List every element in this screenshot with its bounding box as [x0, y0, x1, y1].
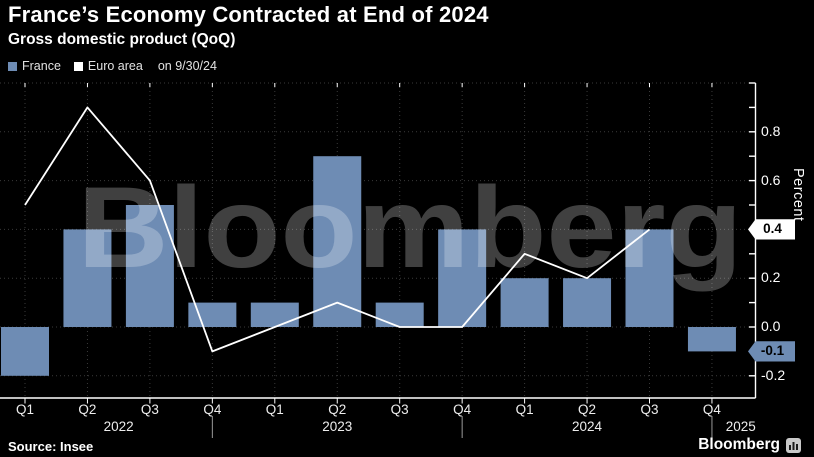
bar-q1-2024 — [500, 278, 549, 327]
y-tick-label: 0.2 — [761, 269, 781, 286]
x-tick-label: Q2 — [78, 402, 97, 417]
france-value-badge: -0.1 — [748, 341, 795, 362]
france-swatch-icon — [8, 61, 17, 71]
x-tick-label: Q3 — [640, 402, 659, 417]
bar-q2-2023 — [313, 156, 362, 327]
bloomberg-wordmark: Bloomberg — [698, 436, 780, 453]
legend-label-euro-area: Euro area — [87, 59, 143, 73]
source-note: Source: Insee — [8, 439, 94, 454]
bar-q2-2022 — [63, 229, 112, 327]
euro-area-line — [24, 106, 651, 353]
bar-q1-2023 — [250, 302, 299, 327]
x-tick-label: Q2 — [578, 402, 597, 417]
x-tick-label: Q1 — [515, 402, 534, 417]
legend-as-of-date: on 9/30/24 — [157, 59, 217, 73]
x-tick-label: Q1 — [15, 402, 34, 417]
chart-subtitle: Gross domestic product (QoQ) — [8, 31, 236, 48]
bar-q3-2024 — [625, 229, 674, 327]
bar-q4-2024 — [687, 327, 736, 352]
bar-q4-2023 — [438, 229, 487, 327]
year-label: 2025 — [725, 419, 756, 434]
bloomberg-logo-icon — [786, 437, 801, 453]
year-label: 2024 — [572, 419, 603, 434]
y-tick-label: 0.8 — [761, 122, 781, 139]
x-tick-label: Q4 — [702, 402, 721, 417]
y-tick-label: -0.2 — [761, 366, 786, 383]
x-tick-label: Q3 — [390, 402, 409, 417]
chart-title: France’s Economy Contracted at End of 20… — [8, 2, 489, 27]
legend-label-france: France — [22, 59, 61, 73]
x-tick-label: Q4 — [453, 402, 472, 417]
x-tick-label: Q3 — [140, 402, 159, 417]
x-tick-label: Q2 — [328, 402, 347, 417]
x-tick-label: Q1 — [265, 402, 284, 417]
bloomberg-watermark: Bloomberg — [78, 164, 743, 292]
y-axis-title: Percent — [790, 168, 806, 222]
bar-q1-2022 — [1, 327, 49, 376]
euro-area-swatch-icon — [73, 61, 83, 71]
year-label: 2023 — [322, 419, 353, 434]
euro-area-value-badge: 0.4 — [748, 219, 795, 240]
legend-item-france: France — [8, 59, 61, 73]
legend: France Euro area on 9/30/24 — [8, 59, 217, 73]
y-tick-label: 0.0 — [761, 318, 781, 334]
bloomberg-brand: Bloomberg — [698, 436, 801, 454]
legend-item-euro-area: Euro area — [73, 59, 143, 73]
year-label: 2022 — [103, 419, 134, 434]
bar-q3-2023 — [375, 302, 424, 327]
x-tick-label: Q4 — [203, 402, 222, 417]
y-tick-label: 0.6 — [761, 171, 781, 188]
bar-q2-2024 — [563, 278, 612, 327]
